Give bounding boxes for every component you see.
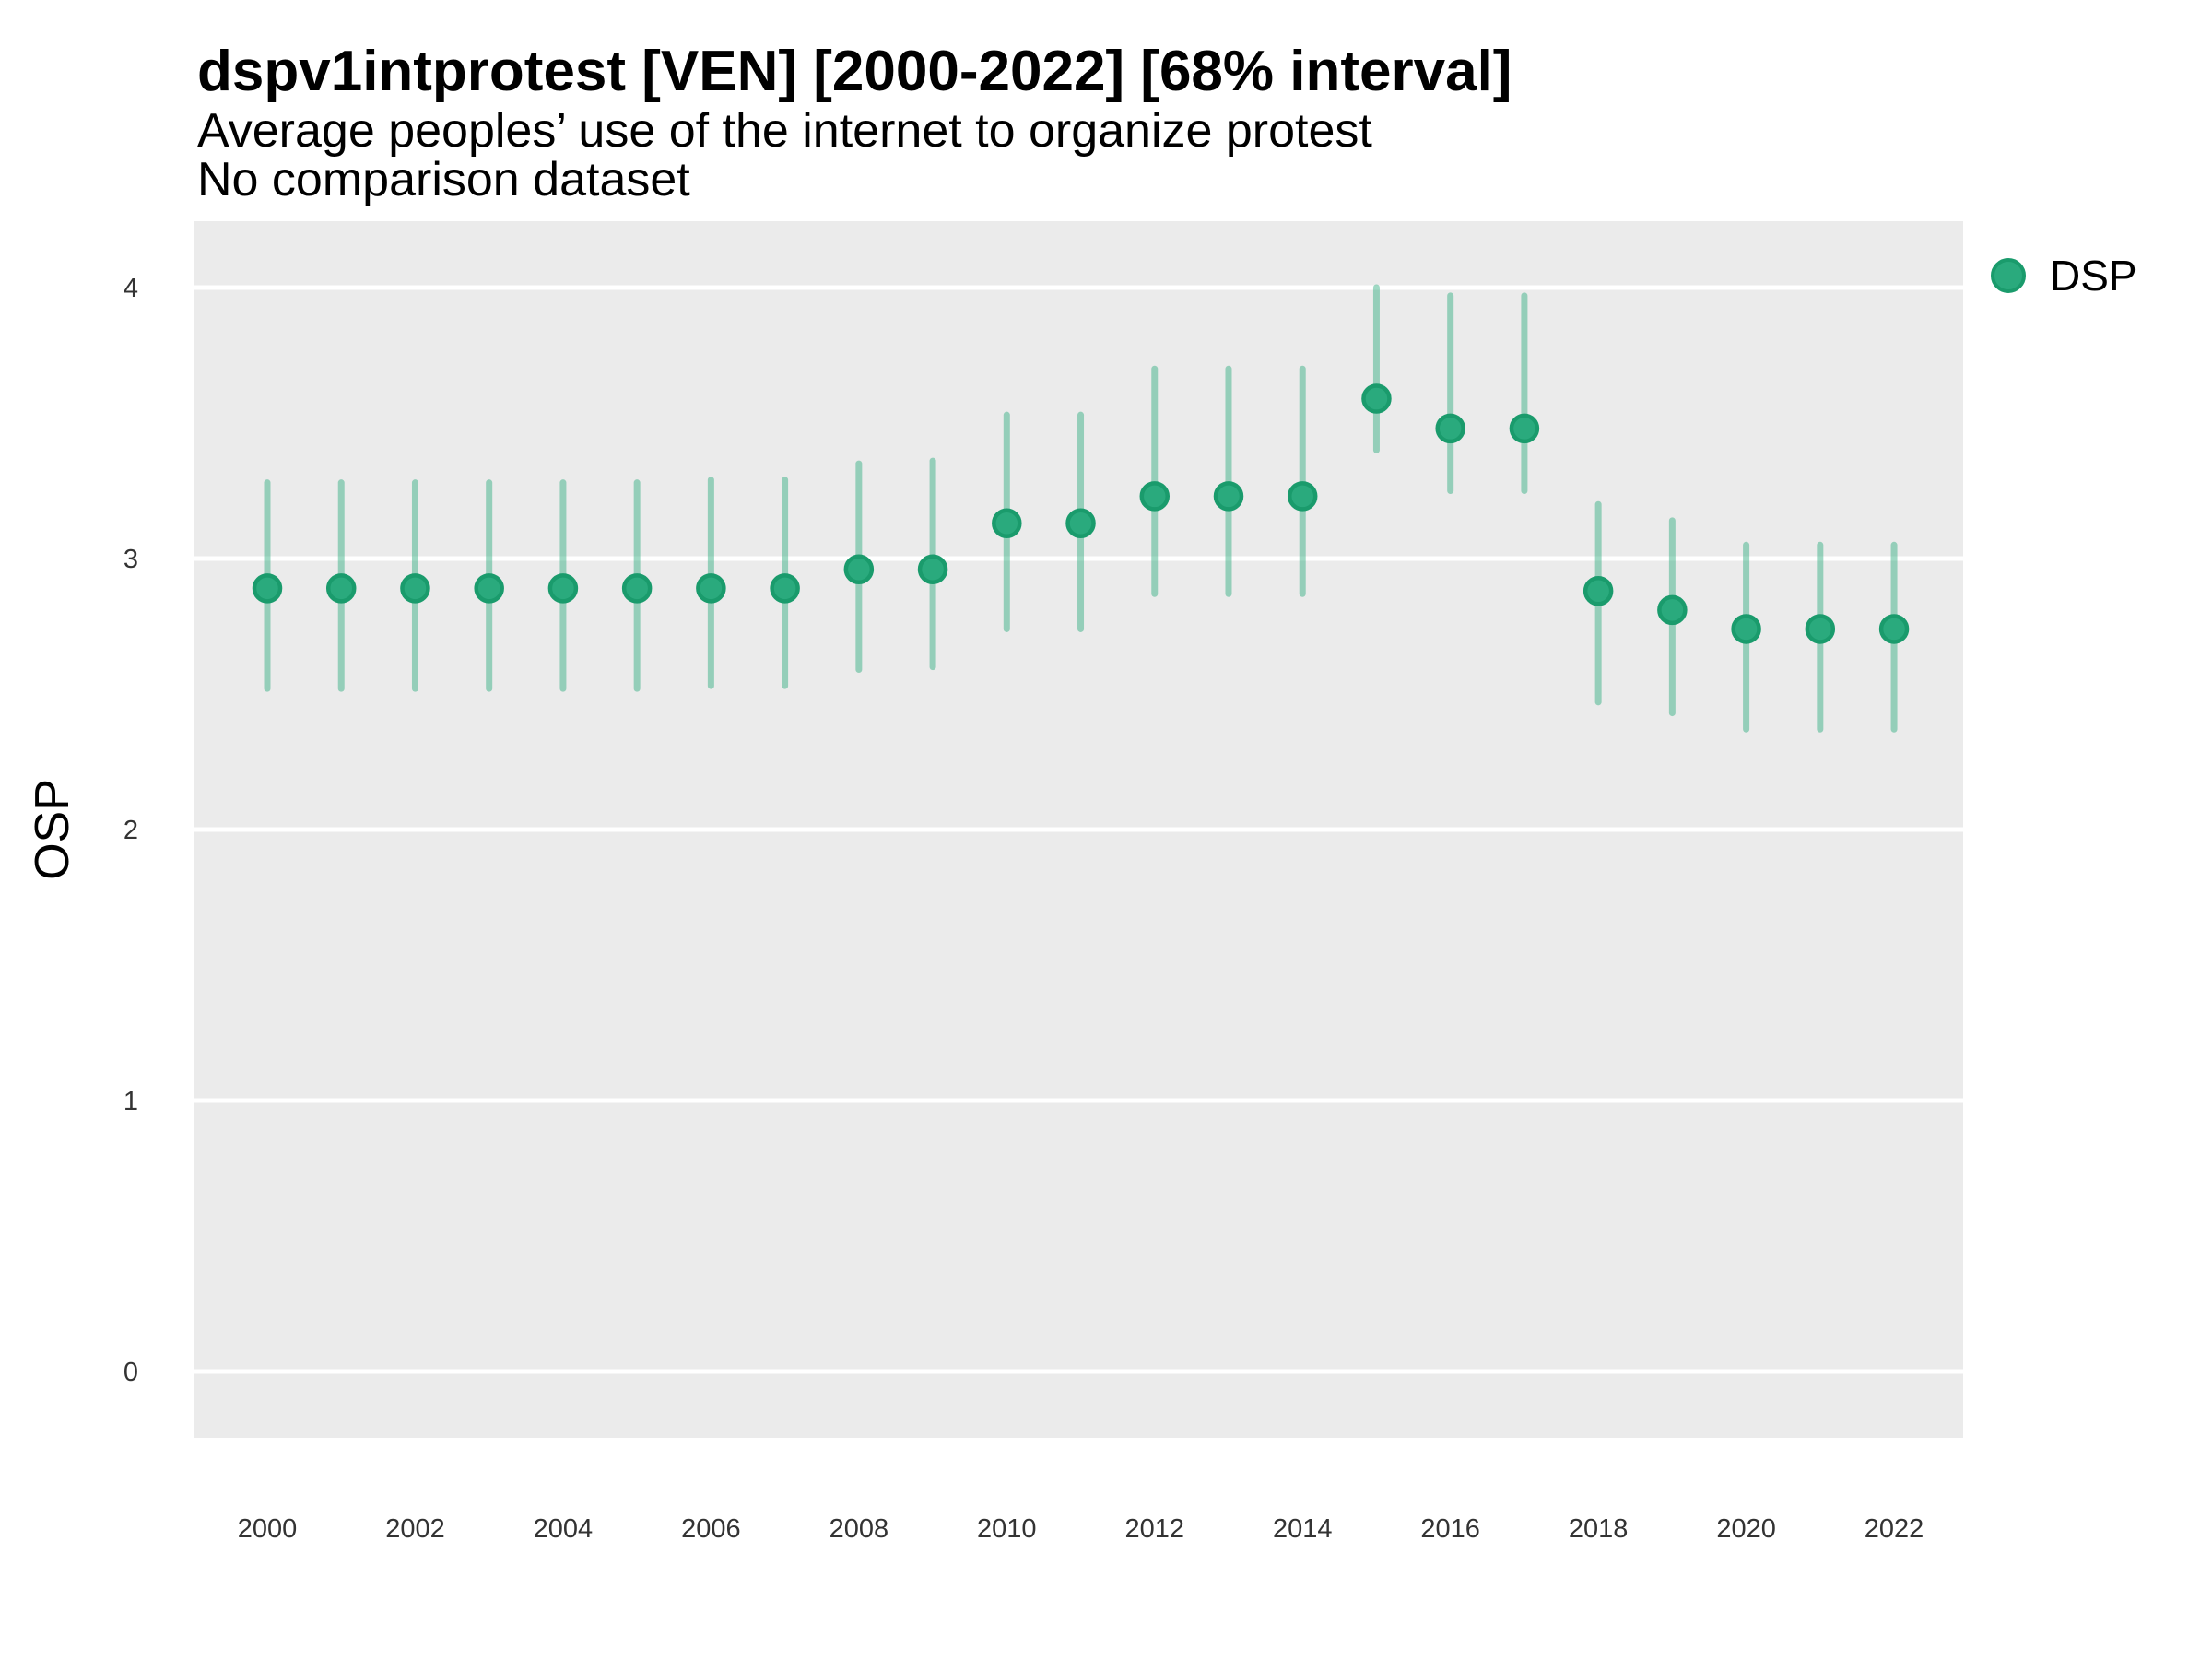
y-tick-label-1: 1: [124, 1087, 138, 1116]
y-tick-label-2: 2: [124, 816, 138, 845]
point-2001: [325, 573, 357, 604]
x-tick-label-2016: 2016: [1420, 1514, 1480, 1544]
x-tick-label-2018: 2018: [1569, 1514, 1629, 1544]
chart-note: No comparison dataset: [197, 153, 690, 206]
x-tick-label-2006: 2006: [681, 1514, 741, 1544]
point-2018: [1583, 576, 1614, 606]
point-2008: [843, 554, 875, 585]
point-2020: [1731, 614, 1761, 644]
point-2009: [917, 554, 948, 585]
point-2011: [1065, 508, 1096, 539]
point-2007: [770, 573, 800, 604]
y-tick-label-0: 0: [124, 1358, 138, 1387]
x-tick-label-2008: 2008: [830, 1514, 889, 1544]
point-2021: [1805, 614, 1836, 644]
point-2000: [252, 573, 283, 604]
x-tick-label-2000: 2000: [238, 1514, 298, 1544]
point-2005: [621, 573, 653, 604]
point-2016: [1435, 413, 1465, 444]
point-2006: [696, 573, 726, 604]
x-tick-label-2022: 2022: [1865, 1514, 1924, 1544]
point-2012: [1139, 481, 1171, 512]
legend-label: DSP: [2050, 252, 2137, 300]
point-2022: [1878, 614, 1910, 644]
x-tick-label-2014: 2014: [1273, 1514, 1333, 1544]
legend: DSP: [1991, 251, 2137, 300]
point-2003: [474, 573, 504, 604]
chart-title: dspv1intprotest [VEN] [2000-2022] [68% i…: [197, 40, 1512, 103]
point-2017: [1509, 413, 1540, 444]
point-2019: [1657, 594, 1688, 626]
point-2014: [1287, 481, 1318, 512]
x-tick-label-2010: 2010: [977, 1514, 1037, 1544]
point-2013: [1213, 481, 1244, 512]
x-tick-label-2004: 2004: [534, 1514, 594, 1544]
point-2004: [547, 573, 579, 604]
point-2015: [1361, 383, 1392, 414]
y-axis-title: OSP: [26, 779, 79, 880]
point-2002: [400, 573, 430, 604]
chart-subtitle: Average peoples’ use of the internet to …: [197, 104, 1372, 158]
x-tick-label-2020: 2020: [1716, 1514, 1776, 1544]
legend-dot-icon: [1991, 258, 2026, 293]
y-tick-label-4: 4: [124, 274, 138, 303]
x-tick-label-2012: 2012: [1125, 1514, 1185, 1544]
point-2010: [992, 508, 1022, 539]
x-tick-label-2002: 2002: [385, 1514, 445, 1544]
y-tick-label-3: 3: [124, 545, 138, 574]
